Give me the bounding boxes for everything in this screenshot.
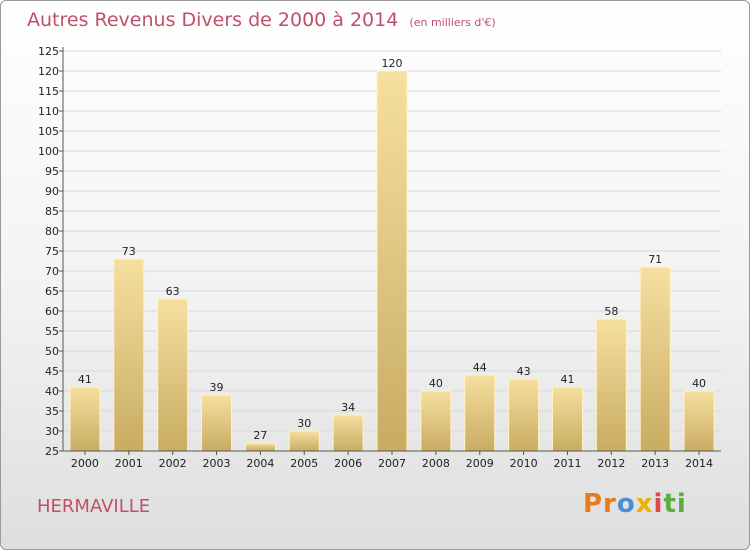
- x-tick-label: 2001: [115, 457, 143, 470]
- data-label-2010: 43: [517, 365, 531, 378]
- bar-2006: [332, 414, 364, 452]
- logo-part: Pr: [583, 489, 617, 519]
- bar-2000: [69, 386, 101, 452]
- y-tick-label: 80: [45, 225, 59, 238]
- chart-subtitle: (en milliers d'€): [409, 16, 496, 29]
- x-tick-label: 2012: [597, 457, 625, 470]
- bar-2009: [464, 374, 496, 452]
- bar-2014: [683, 390, 715, 452]
- x-tick-label: 2014: [685, 457, 713, 470]
- data-label-2012: 58: [604, 305, 618, 318]
- y-tick-label: 115: [38, 85, 59, 98]
- bar-2002: [157, 298, 189, 452]
- x-tick-label: 2002: [159, 457, 187, 470]
- bar-2008: [420, 390, 452, 452]
- x-tick-label: 2013: [641, 457, 669, 470]
- data-label-2005: 30: [297, 417, 311, 430]
- logo-part: o: [616, 489, 636, 519]
- logo-part: ti: [663, 489, 687, 519]
- bars: [69, 70, 715, 452]
- y-tick-label: 90: [45, 185, 59, 198]
- x-tick-label: 2010: [510, 457, 538, 470]
- bar-2010: [508, 378, 540, 452]
- y-tick-label: 75: [45, 245, 59, 258]
- proxiti-logo: Proxiti: [583, 489, 687, 519]
- data-label-2014: 40: [692, 377, 706, 390]
- x-tick-label: 2003: [203, 457, 231, 470]
- y-tick-label: 60: [45, 305, 59, 318]
- data-label-2000: 41: [78, 373, 92, 386]
- x-tick-label: 2008: [422, 457, 450, 470]
- x-tick-label: 2004: [246, 457, 274, 470]
- data-label-2007: 120: [382, 57, 403, 70]
- data-label-2004: 27: [253, 429, 267, 442]
- x-axis-ticks: 2000 2001 2002 2003 2004 2005 2006 2007 2008 2009…: [71, 451, 713, 470]
- y-tick-label: 25: [45, 445, 59, 458]
- y-tick-label: 65: [45, 285, 59, 298]
- data-labels: 41 73 63 39 27 30 34 120 40 44 43 41 58 71 40: [78, 57, 706, 442]
- x-tick-label: 2005: [290, 457, 318, 470]
- x-tick-label: 2007: [378, 457, 406, 470]
- y-tick-label: 125: [38, 45, 59, 58]
- y-tick-label: 55: [45, 325, 59, 338]
- y-tick-label: 30: [45, 425, 59, 438]
- bar-2003: [201, 394, 233, 452]
- y-tick-label: 120: [38, 65, 59, 78]
- bar-2013: [639, 266, 671, 452]
- logo-part: i: [653, 489, 664, 519]
- bar-2011: [551, 386, 583, 452]
- chart-title-block: Autres Revenus Divers de 2000 à 2014 (en…: [27, 9, 496, 31]
- y-tick-label: 105: [38, 125, 59, 138]
- bar-2001: [113, 258, 145, 452]
- data-label-2011: 41: [560, 373, 574, 386]
- bar-2007: [376, 70, 408, 452]
- y-tick-label: 95: [45, 165, 59, 178]
- y-tick-label: 45: [45, 365, 59, 378]
- y-tick-label: 85: [45, 205, 59, 218]
- x-tick-label: 2000: [71, 457, 99, 470]
- y-tick-label: 50: [45, 345, 59, 358]
- x-tick-label: 2009: [466, 457, 494, 470]
- x-tick-label: 2006: [334, 457, 362, 470]
- y-tick-label: 70: [45, 265, 59, 278]
- data-label-2008: 40: [429, 377, 443, 390]
- y-tick-label: 100: [38, 145, 59, 158]
- bar-2005: [288, 430, 320, 452]
- bar-2012: [595, 318, 627, 452]
- data-label-2002: 63: [166, 285, 180, 298]
- x-tick-label: 2011: [553, 457, 581, 470]
- data-label-2009: 44: [473, 361, 487, 374]
- location-label: HERMAVILLE: [37, 496, 151, 517]
- y-axis-ticks: 25 30 35 40 45 50 55 60 65 70 75 80 85 90 95 100 105 110 1…: [38, 45, 63, 458]
- chart-title: Autres Revenus Divers de 2000 à 2014: [27, 9, 399, 31]
- data-label-2006: 34: [341, 401, 355, 414]
- data-label-2003: 39: [210, 381, 224, 394]
- y-tick-label: 110: [38, 105, 59, 118]
- axes: [62, 47, 721, 452]
- data-label-2013: 71: [648, 253, 662, 266]
- logo-part: x: [635, 489, 654, 519]
- y-tick-label: 40: [45, 385, 59, 398]
- y-tick-label: 35: [45, 405, 59, 418]
- data-label-2001: 73: [122, 245, 136, 258]
- bar-2004: [244, 442, 276, 452]
